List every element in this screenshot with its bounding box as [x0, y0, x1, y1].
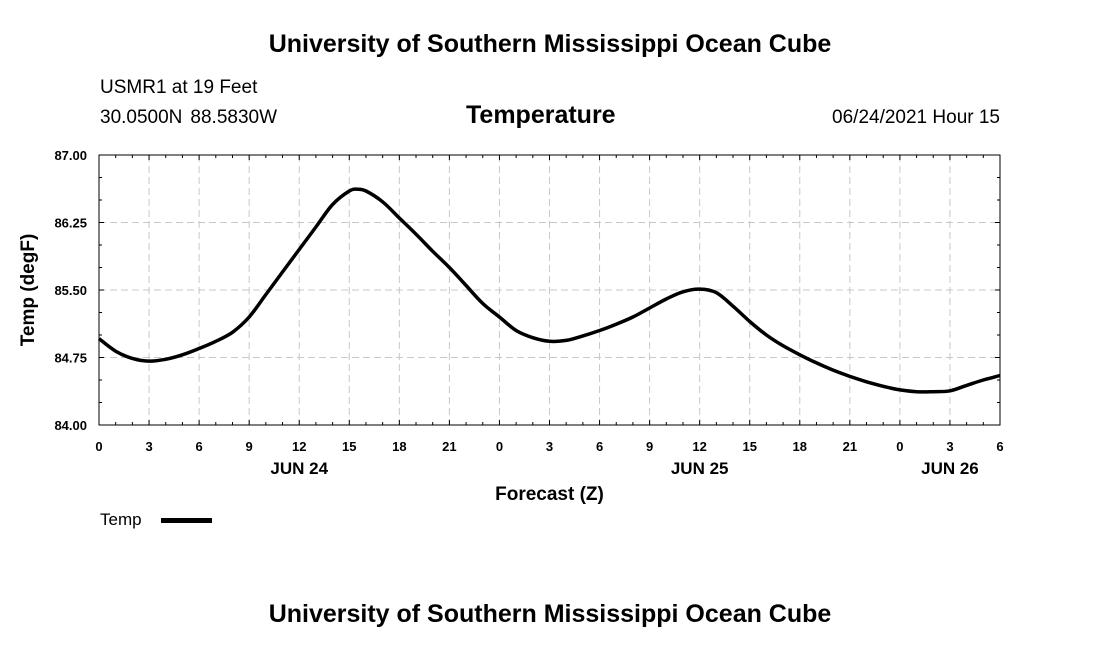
x-tick-label: 0 — [95, 439, 102, 454]
x-tick-label: 12 — [292, 439, 306, 454]
y-tick-label: 87.00 — [54, 148, 87, 163]
x-tick-label: 0 — [896, 439, 903, 454]
x-tick-label: 18 — [793, 439, 807, 454]
legend-swatch — [161, 518, 212, 523]
x-tick-label: 9 — [646, 439, 653, 454]
x-tick-label: 6 — [996, 439, 1003, 454]
x-tick-label: 21 — [442, 439, 456, 454]
date-label: JUN 24 — [270, 459, 328, 478]
y-tick-label: 84.75 — [54, 351, 87, 366]
chart-title: Temperature — [466, 101, 616, 129]
forecast-datetime: 06/24/2021 Hour 15 — [832, 107, 1000, 128]
page-title-bottom: University of Southern Mississippi Ocean… — [268, 600, 832, 628]
y-tick-label: 86.25 — [54, 216, 87, 231]
x-tick-label: 18 — [392, 439, 406, 454]
x-tick-label: 6 — [596, 439, 603, 454]
page-title-top: University of Southern Mississippi Ocean… — [268, 30, 832, 58]
temp-series-line — [97, 187, 1001, 394]
x-tick-label: 0 — [496, 439, 503, 454]
x-axis-title: Forecast (Z) — [495, 484, 604, 505]
station-label: USMR1 at 19 Feet — [100, 77, 258, 98]
x-tick-label: 3 — [145, 439, 152, 454]
x-tick-label: 3 — [546, 439, 553, 454]
legend-label: Temp — [100, 510, 142, 529]
x-tick-label: 12 — [692, 439, 706, 454]
x-tick-label: 3 — [946, 439, 953, 454]
x-tick-label: 9 — [246, 439, 253, 454]
x-tick-label: 21 — [843, 439, 857, 454]
y-axis-title: Temp (degF) — [18, 234, 39, 347]
y-tick-label: 85.50 — [54, 283, 87, 298]
date-label: JUN 25 — [671, 459, 729, 478]
x-tick-label: 15 — [342, 439, 356, 454]
latitude: 30.0500N — [100, 107, 183, 128]
longitude: 88.5830W — [190, 107, 278, 128]
y-tick-label: 84.00 — [54, 418, 87, 433]
x-tick-label: 15 — [742, 439, 756, 454]
x-tick-label: 6 — [195, 439, 202, 454]
coordinates: 30.0500N 88.5830W — [100, 107, 277, 129]
date-label: JUN 26 — [921, 459, 979, 478]
